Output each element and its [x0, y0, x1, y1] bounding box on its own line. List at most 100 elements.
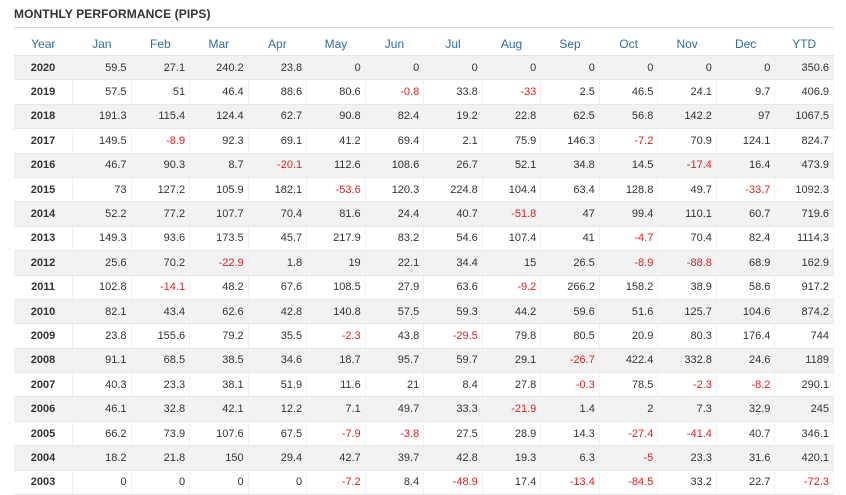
- table-row: 2012 25.6 70.2 -22.9 1.8 19 22.1 34.4 15 26.5 -8.9…: [14, 250, 834, 276]
- month-cell: 29.1: [482, 348, 542, 374]
- month-cell: 42.8: [423, 445, 483, 471]
- year-cell: 2005: [14, 421, 74, 447]
- month-cell: 23.3: [131, 372, 191, 398]
- month-cell: 39.7: [365, 445, 425, 471]
- month-cell: 57.5: [365, 299, 425, 325]
- month-cell: 0: [482, 55, 542, 81]
- table-body: 2020 59.5 27.1 240.2 23.8 0 0 0 0 0 0 0 0 350.6 2019 57…: [14, 55, 834, 495]
- month-cell: -5: [599, 445, 659, 471]
- month-cell: 77.2: [131, 201, 191, 227]
- year-cell: 2017: [14, 128, 74, 154]
- month-cell: 124.4: [189, 104, 249, 130]
- month-cell: 107.7: [189, 201, 249, 227]
- month-cell: 75.9: [482, 128, 542, 154]
- month-cell: 8.7: [189, 153, 249, 178]
- month-cell: 79.8: [482, 323, 542, 349]
- month-cell: 124.1: [716, 128, 776, 154]
- month-cell: 60.7: [716, 201, 776, 227]
- month-cell: 34.4: [423, 250, 483, 276]
- month-cell: 40.7: [716, 421, 776, 447]
- month-cell: 266.2: [540, 275, 600, 300]
- month-cell: 51.9: [248, 372, 308, 398]
- month-cell: 58.6: [716, 275, 776, 300]
- column-header-dec: Dec: [716, 32, 775, 56]
- table-row: 2020 59.5 27.1 240.2 23.8 0 0 0 0 0 0 0 0 350.6: [14, 55, 834, 81]
- month-cell: 8.4: [423, 372, 483, 398]
- month-cell: 57.5: [72, 79, 132, 105]
- month-cell: 48.2: [189, 275, 249, 300]
- month-cell: 150: [189, 445, 249, 471]
- table-row: 2010 82.1 43.4 62.6 42.8 140.8 57.5 59.3 44.2 59.…: [14, 299, 834, 325]
- table-row: 2011 102.8 -14.1 48.2 67.6 108.5 27.9 63.6 -9.2 2…: [14, 275, 834, 300]
- month-cell: 68.5: [131, 348, 191, 374]
- month-cell: 34.6: [248, 348, 308, 374]
- month-cell: 27.1: [131, 55, 191, 81]
- month-cell: 0: [716, 55, 776, 81]
- month-cell: 73.9: [131, 421, 191, 447]
- month-cell: 79.2: [189, 323, 249, 349]
- ytd-cell: 290.1: [774, 372, 834, 398]
- ytd-cell: 1092.3: [774, 177, 834, 203]
- month-cell: -3.8: [365, 421, 425, 447]
- month-cell: 7.3: [657, 396, 717, 422]
- month-cell: 16.4: [716, 153, 776, 178]
- month-cell: 35.5: [248, 323, 308, 349]
- month-cell: 43.4: [131, 299, 191, 325]
- month-cell: 19.3: [482, 445, 542, 471]
- month-cell: 21.8: [131, 445, 191, 471]
- month-cell: 80.5: [540, 323, 600, 349]
- year-cell: 2010: [14, 299, 74, 325]
- month-cell: 42.7: [306, 445, 366, 471]
- month-cell: 11.6: [306, 372, 366, 398]
- month-cell: 107.4: [482, 226, 542, 252]
- year-cell: 2019: [14, 79, 74, 105]
- table-row: 2016 46.7 90.3 8.7 -20.1 112.6 108.6 26.7 52.1 34…: [14, 153, 834, 178]
- month-cell: 105.9: [189, 177, 249, 203]
- month-cell: 40.3: [72, 372, 132, 398]
- month-cell: 14.3: [540, 421, 600, 447]
- month-cell: 52.2: [72, 201, 132, 227]
- month-cell: 102.8: [72, 275, 132, 300]
- month-cell: 70.2: [131, 250, 191, 276]
- performance-table: Year Jan Feb Mar Apr May Jun Jul Aug Sep Oct Nov Dec…: [14, 32, 834, 495]
- year-cell: 2012: [14, 250, 74, 276]
- table-row: 2007 40.3 23.3 38.1 51.9 11.6 21 8.4 27.8 -0.3 78.…: [14, 372, 834, 398]
- month-cell: 24.6: [716, 348, 776, 374]
- month-cell: -29.5: [423, 323, 483, 349]
- month-cell: -14.1: [131, 275, 191, 300]
- month-cell: 91.1: [72, 348, 132, 374]
- table-row: 2017 149.5 -8.9 92.3 69.1 41.2 69.4 2.1 75.9 146.…: [14, 128, 834, 154]
- month-cell: 32.9: [716, 396, 776, 422]
- month-cell: -53.6: [306, 177, 366, 203]
- month-cell: 43.8: [365, 323, 425, 349]
- table-row: 2018 191.3 115.4 124.4 62.7 90.8 82.4 19.2 22.8 6…: [14, 104, 834, 130]
- year-cell: 2003: [14, 470, 74, 495]
- month-cell: -0.3: [540, 372, 600, 398]
- year-cell: 2009: [14, 323, 74, 349]
- year-cell: 2014: [14, 201, 74, 227]
- month-cell: 128.8: [599, 177, 659, 203]
- month-cell: 146.3: [540, 128, 600, 154]
- month-cell: 173.5: [189, 226, 249, 252]
- month-cell: -20.1: [248, 153, 308, 178]
- month-cell: 82.1: [72, 299, 132, 325]
- month-cell: -48.9: [423, 470, 483, 495]
- month-cell: -17.4: [657, 153, 717, 178]
- month-cell: -21.9: [482, 396, 542, 422]
- month-cell: 62.6: [189, 299, 249, 325]
- month-cell: 73: [72, 177, 132, 203]
- month-cell: -0.8: [365, 79, 425, 105]
- month-cell: 332.8: [657, 348, 717, 374]
- year-cell: 2016: [14, 153, 74, 178]
- month-cell: 224.8: [423, 177, 483, 203]
- month-cell: -22.9: [189, 250, 249, 276]
- month-cell: 46.4: [189, 79, 249, 105]
- header-row: Year Jan Feb Mar Apr May Jun Jul Aug Sep Oct Nov Dec…: [14, 32, 834, 56]
- month-cell: 59.7: [423, 348, 483, 374]
- month-cell: 46.7: [72, 153, 132, 178]
- month-cell: 88.6: [248, 79, 308, 105]
- column-header-may: May: [306, 32, 366, 56]
- ytd-cell: 406.9: [774, 79, 834, 105]
- month-cell: 31.6: [716, 445, 776, 471]
- ytd-cell: 874.2: [774, 299, 834, 325]
